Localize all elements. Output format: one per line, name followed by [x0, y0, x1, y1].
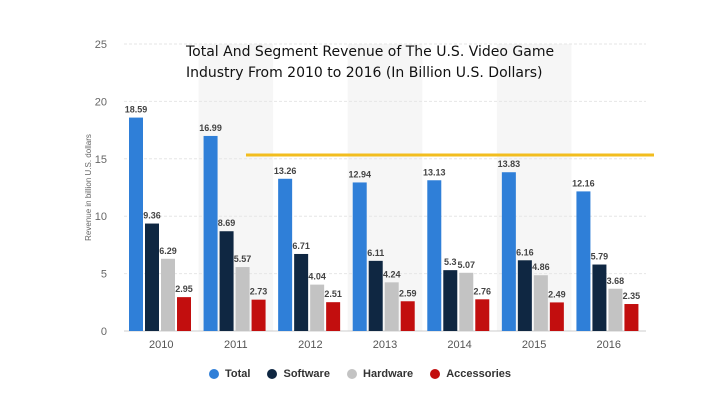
bar-accessories-2010: [177, 297, 191, 331]
value-label-accessories-2014: 2.76: [474, 286, 492, 296]
legend-item-accessories[interactable]: Accessories: [430, 368, 511, 380]
value-label-software-2015: 6.16: [516, 247, 534, 257]
value-label-total-2013: 12.94: [348, 169, 371, 179]
value-label-total-2011: 16.99: [199, 123, 222, 133]
legend-marker-software: [267, 369, 278, 379]
bar-hardware-2016: [608, 288, 623, 331]
bar-accessories-2011: [251, 299, 266, 331]
legend-marker-total: [208, 369, 219, 379]
chart-title-line-2: Industry From 2010 to 2016 (In Billion U…: [186, 65, 543, 81]
legend-label-total: Total: [224, 368, 251, 380]
value-label-accessories-2011: 2.73: [250, 287, 268, 297]
bar-total-2012: [278, 178, 293, 331]
bar-hardware-2014: [459, 272, 474, 331]
value-label-accessories-2012: 2.51: [324, 289, 342, 299]
value-label-hardware-2016: 3.68: [607, 276, 625, 286]
value-label-software-2012: 6.71: [292, 241, 310, 251]
x-tick-label-2012: 2012: [298, 339, 322, 351]
bar-hardware-2011: [235, 267, 250, 331]
y-tick-label: 10: [95, 211, 107, 223]
value-label-software-2016: 5.79: [591, 252, 609, 262]
bar-software-2014: [443, 270, 458, 331]
legend-marker-hardware: [347, 369, 358, 379]
x-tick-label-2011: 2011: [224, 339, 248, 351]
value-label-total-2015: 13.83: [498, 159, 521, 169]
value-label-software-2010: 9.36: [143, 211, 161, 221]
y-tick-label: 25: [95, 39, 107, 51]
bar-software-2010: [145, 223, 159, 331]
bar-accessories-2013: [400, 301, 415, 331]
bar-total-2014: [427, 180, 442, 331]
x-tick-label-2016: 2016: [596, 339, 620, 351]
bar-accessories-2012: [326, 302, 341, 331]
value-label-software-2014: 5.3: [444, 257, 457, 267]
bar-software-2012: [294, 253, 309, 331]
bar-accessories-2016: [624, 304, 639, 331]
bar-total-2010: [129, 117, 143, 332]
value-label-accessories-2013: 2.59: [399, 288, 417, 298]
bar-software-2016: [592, 264, 607, 331]
value-label-accessories-2010: 2.95: [175, 284, 193, 294]
y-tick-label: 5: [101, 269, 107, 281]
value-label-accessories-2015: 2.49: [548, 289, 566, 299]
value-label-hardware-2015: 4.86: [532, 262, 550, 272]
x-tick-label-2010: 2010: [149, 339, 173, 351]
value-label-hardware-2012: 4.04: [308, 272, 326, 282]
legend-item-hardware[interactable]: Hardware: [347, 368, 413, 380]
value-label-software-2011: 8.69: [218, 218, 236, 228]
legend-label-hardware: Hardware: [363, 368, 414, 380]
y-tick-label: 0: [101, 326, 107, 338]
bar-hardware-2013: [384, 282, 399, 331]
bar-hardware-2010: [161, 258, 175, 331]
value-label-software-2013: 6.11: [367, 248, 384, 258]
bar-hardware-2012: [310, 284, 325, 331]
bar-software-2011: [219, 231, 234, 331]
legend-item-software[interactable]: Software: [267, 368, 330, 380]
x-tick-label-2015: 2015: [522, 339, 546, 351]
bar-software-2015: [517, 260, 532, 331]
x-tick-label-2013: 2013: [373, 339, 397, 351]
legend-marker-accessories: [430, 369, 441, 379]
legend-label-accessories: Accessories: [446, 368, 512, 380]
bar-hardware-2015: [533, 275, 548, 331]
value-label-hardware-2013: 4.24: [383, 269, 401, 279]
value-label-total-2012: 13.26: [274, 166, 297, 176]
bar-total-2013: [352, 182, 367, 331]
chart-title-line-1: Total And Segment Revenue of The U.S. Vi…: [186, 44, 555, 60]
y-axis-label: Revenue in billion U.S. dollars: [84, 134, 93, 241]
y-tick-label: 15: [95, 154, 107, 166]
bar-software-2013: [368, 260, 383, 331]
bar-accessories-2014: [475, 299, 490, 331]
chart-legend: Total Software Hardware Accessories: [0, 368, 720, 382]
value-label-total-2016: 12.16: [572, 178, 595, 188]
bar-total-2016: [576, 191, 591, 331]
value-label-accessories-2016: 2.35: [623, 291, 641, 301]
value-label-hardware-2010: 6.29: [159, 246, 177, 256]
bar-accessories-2015: [549, 302, 564, 331]
chart-title: Total And Segment Revenue of The U.S. Vi…: [186, 42, 586, 84]
value-label-total-2014: 13.13: [423, 167, 446, 177]
legend-item-total[interactable]: Total: [208, 368, 251, 380]
bar-total-2015: [501, 172, 516, 331]
value-label-hardware-2014: 5.07: [458, 260, 476, 270]
value-label-total-2010: 18.59: [125, 105, 148, 115]
y-tick-label: 20: [95, 96, 107, 108]
bar-total-2011: [203, 135, 218, 331]
value-label-hardware-2011: 5.57: [234, 254, 252, 264]
x-tick-label-2014: 2014: [447, 339, 471, 351]
legend-label-software: Software: [283, 368, 330, 380]
